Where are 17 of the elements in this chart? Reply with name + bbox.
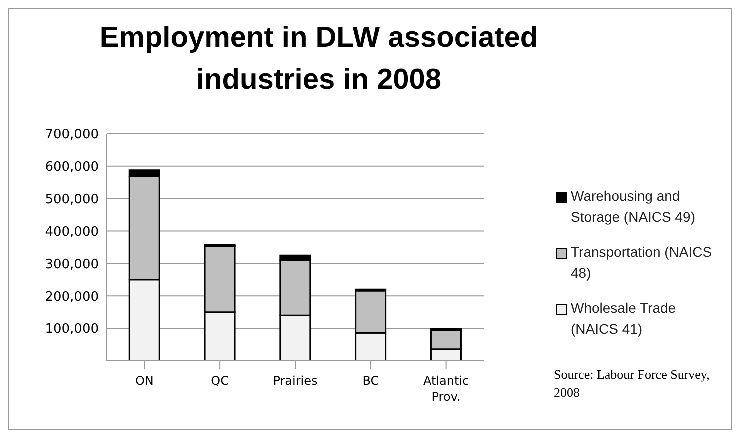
- x-tick-label: BC: [362, 374, 380, 388]
- y-tick-label: 100,000: [45, 322, 99, 338]
- y-tick-label: 600,000: [45, 160, 99, 176]
- legend-label: Transportation (NAICS 48): [571, 243, 714, 283]
- y-tick-label: 300,000: [45, 257, 99, 272]
- chart-title: Employment in DLW associated industries in 2008: [98, 21, 540, 98]
- x-tick-label: Prairies: [273, 374, 318, 388]
- legend-label: Warehousing and Storage (NAICS 49): [571, 187, 696, 227]
- y-tick-label: 400,000: [45, 224, 99, 240]
- x-tick-label: QC: [211, 374, 230, 388]
- x-tick-label: Atlantic Prov.: [423, 374, 470, 404]
- x-tick-label: ON: [135, 374, 154, 388]
- legend-label: Wholesale Trade (NAICS 41): [571, 299, 678, 339]
- source-note: Source: Labour Force Survey, 2008: [554, 366, 711, 402]
- y-tick-label: 500,000: [45, 192, 99, 208]
- y-tick-label: 700,000: [45, 128, 99, 143]
- y-tick-label: 200,000: [45, 290, 99, 305]
